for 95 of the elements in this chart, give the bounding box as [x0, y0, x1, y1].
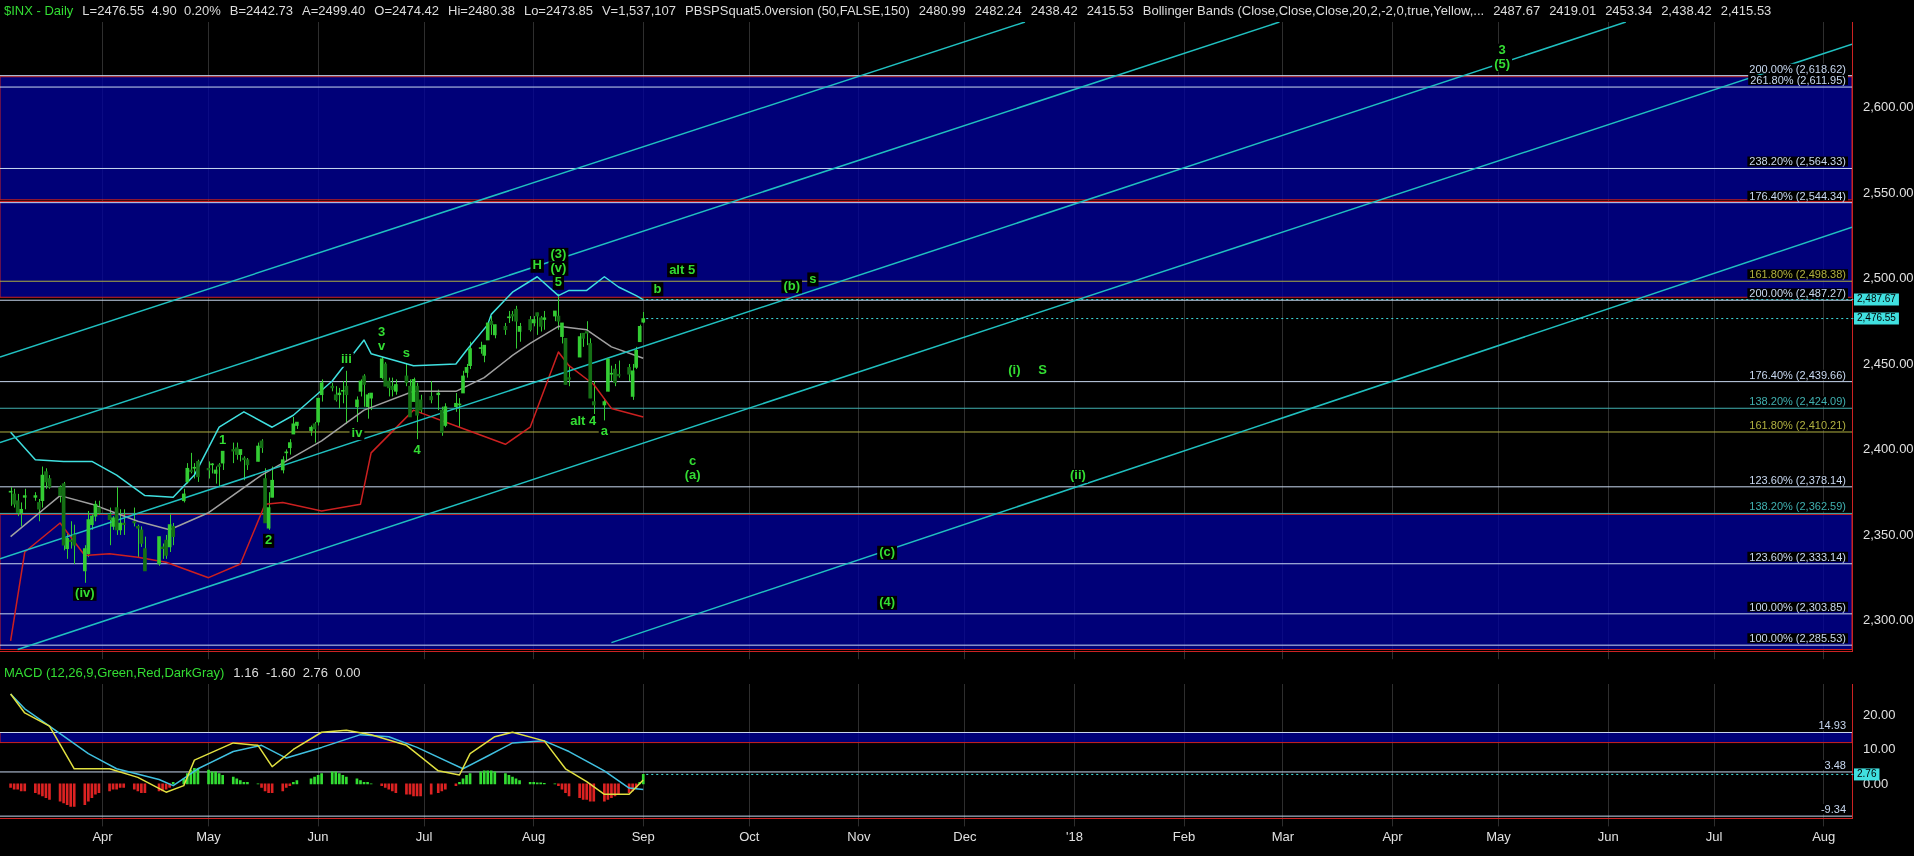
x-tick-label: '18: [1065, 828, 1083, 844]
text: 1.16 -1.60 2.76 0.00: [233, 665, 361, 680]
ref-line-label: 123.60% (2,333.14): [1749, 550, 1846, 563]
annotation: 2,487.67: [1857, 293, 1897, 305]
x-tick-label: Nov: [847, 828, 871, 844]
y-tick-label: 2,400.00: [1863, 441, 1914, 457]
x-tick-label: Jul: [1705, 828, 1723, 844]
annotation: c: [689, 453, 697, 469]
annotation: (ii): [1070, 467, 1086, 483]
annotation: H: [532, 257, 542, 273]
y-tick-label: 2,600.00: [1863, 99, 1914, 115]
text: 2,415.53: [1720, 3, 1772, 18]
ref-line-label: 123.60% (2,378.14): [1749, 473, 1846, 486]
annotation: 3: [1498, 42, 1506, 58]
ref-line-label: 14.93: [1818, 719, 1846, 732]
text: A=2499.40: [302, 3, 366, 18]
text: V=1,537,107: [601, 3, 677, 18]
annotation: 2.76: [1857, 768, 1877, 780]
x-tick-label: May: [196, 828, 222, 844]
annotation: (iv): [75, 585, 95, 601]
annotation: (a): [684, 467, 701, 483]
x-tick-label: Mar: [1271, 828, 1295, 844]
y-tick-label: 2,300.00: [1863, 612, 1914, 627]
x-tick-label: Jul: [415, 828, 433, 844]
ref-line-label: 3.48: [1824, 758, 1846, 771]
annotation: alt 5: [669, 261, 696, 277]
ref-line-label: 176.40% (2,439.66): [1749, 368, 1846, 381]
text: 2415.53: [1086, 3, 1134, 18]
annotation: (c): [879, 544, 896, 560]
ref-line-label: 161.80% (2,498.38): [1749, 268, 1846, 281]
text: 2480.99: [918, 3, 966, 18]
x-tick-label: Feb: [1172, 828, 1196, 844]
y-tick-label: 20.00: [1863, 706, 1896, 722]
ref-line-label: -9.34: [1820, 803, 1846, 816]
ref-line-label: 200.00% (2,487.27): [1749, 287, 1846, 300]
annotation: iv: [351, 424, 364, 440]
annotation: (3): [550, 246, 567, 262]
annotation: iii: [340, 351, 352, 367]
x-tick-label: Oct: [739, 828, 760, 844]
chart-title: $INX - Daily: [4, 3, 74, 18]
x-tick-label: Aug: [1812, 828, 1836, 844]
annotation: 1: [219, 431, 227, 447]
text: 2,438.42: [1661, 3, 1712, 18]
x-tick-label: May: [1486, 828, 1512, 844]
x-tick-label: Sep: [631, 828, 655, 844]
chart-title: MACD (12,26,9,Green,Red,DarkGray): [4, 665, 225, 680]
ref-line-label: 200.00% (2,618.62): [1749, 62, 1846, 75]
annotation: (4): [879, 594, 896, 610]
text: 2438.42: [1030, 3, 1078, 18]
ref-line-label: 100.00% (2,303.85): [1749, 600, 1846, 613]
text: L=2476.55 4.90 0.20%: [82, 3, 221, 18]
annotation: 2: [264, 532, 273, 548]
ref-line-label: 176.40% (2,544.34): [1749, 189, 1846, 202]
x-tick-label: Dec: [953, 828, 977, 844]
annotation: b: [653, 280, 662, 296]
x-tick-label: Jun: [307, 828, 329, 844]
x-tick-label: Jun: [1597, 828, 1619, 844]
ref-line-label: 100.00% (2,285.53): [1749, 632, 1846, 645]
annotation: s: [809, 271, 817, 287]
text: 2419.01: [1549, 3, 1597, 18]
annotation: (v): [550, 260, 567, 276]
x-tick-label: Apr: [92, 828, 114, 844]
x-tick-label: Aug: [522, 828, 546, 844]
text: Hi=2480.38: [448, 3, 515, 18]
ref-line-label: 238.20% (2,564.33): [1749, 155, 1846, 168]
text: B=2442.73: [229, 3, 294, 18]
annotation: 3: [378, 323, 386, 339]
y-tick-label: 2,500.00: [1863, 270, 1914, 286]
annotation: a: [600, 422, 609, 438]
text: O=2474.42: [374, 3, 440, 18]
text: 2453.34: [1605, 3, 1653, 18]
annotation: 2,476.55: [1857, 312, 1897, 324]
text: Lo=2473.85: [523, 3, 593, 18]
annotation: alt 4: [570, 412, 597, 428]
text: PBSPSquat5.0version (50,FALSE,150): [685, 3, 910, 18]
text: 2487.67: [1493, 3, 1541, 18]
ref-line-label: 261.80% (2,611.95): [1750, 74, 1846, 87]
annotation: 5: [554, 274, 563, 290]
annotation: S: [1038, 362, 1048, 378]
text: 2482.24: [974, 3, 1022, 18]
ref-line-label: 138.20% (2,424.09): [1749, 395, 1846, 408]
ref-line-label: 138.20% (2,362.59): [1749, 500, 1846, 513]
annotation: v: [378, 337, 387, 353]
annotation: (5): [1494, 56, 1511, 72]
x-tick-label: Apr: [1382, 828, 1404, 844]
annotation: (b): [783, 277, 800, 293]
y-tick-label: 2,450.00: [1863, 355, 1914, 371]
annotation: s: [402, 344, 411, 360]
ref-line-label: 161.80% (2,410.21): [1749, 418, 1846, 431]
y-tick-label: 10.00: [1863, 741, 1896, 757]
text: Bollinger Bands (Close,Close,Close,20,2,-2,0,true,Yellow,...: [1142, 3, 1485, 18]
y-tick-label: 2,550.00: [1863, 184, 1914, 200]
y-tick-label: 2,350.00: [1863, 526, 1914, 542]
annotation: (i): [1008, 362, 1021, 378]
annotation: 4: [413, 441, 422, 457]
